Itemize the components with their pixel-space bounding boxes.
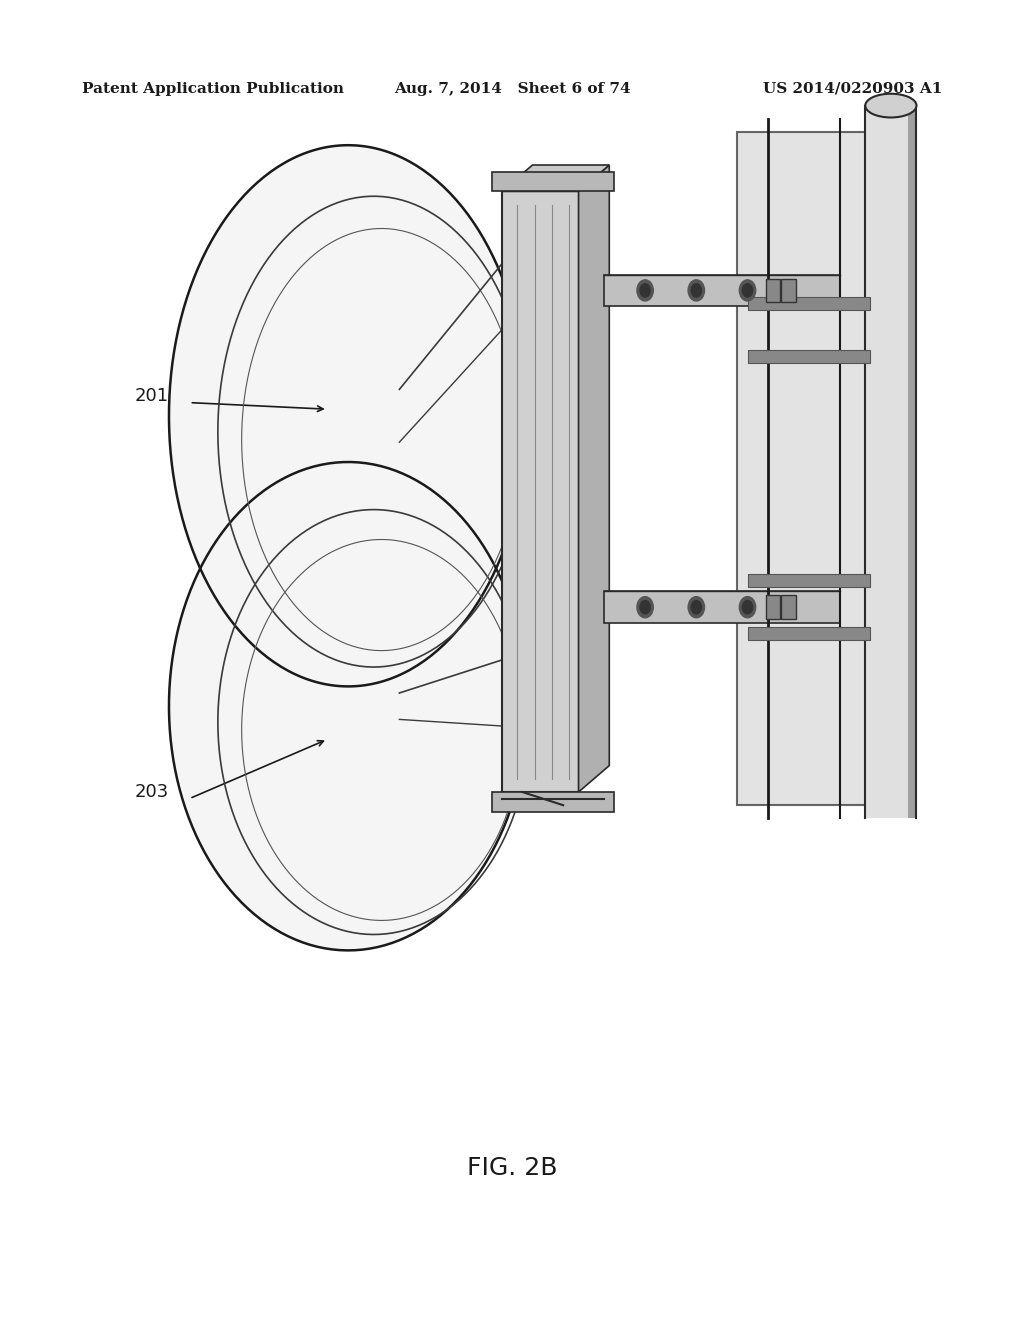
Polygon shape bbox=[169, 462, 527, 950]
Circle shape bbox=[691, 601, 701, 614]
Polygon shape bbox=[748, 297, 870, 310]
Polygon shape bbox=[502, 191, 579, 792]
Circle shape bbox=[640, 601, 650, 614]
Circle shape bbox=[637, 597, 653, 618]
Circle shape bbox=[742, 284, 753, 297]
Polygon shape bbox=[748, 574, 870, 587]
Polygon shape bbox=[579, 165, 609, 792]
Polygon shape bbox=[781, 279, 796, 302]
Polygon shape bbox=[748, 350, 870, 363]
Circle shape bbox=[688, 597, 705, 618]
Text: Patent Application Publication: Patent Application Publication bbox=[82, 82, 344, 96]
Circle shape bbox=[637, 280, 653, 301]
Circle shape bbox=[640, 284, 650, 297]
Text: FIG. 2B: FIG. 2B bbox=[467, 1156, 557, 1180]
Polygon shape bbox=[748, 627, 870, 640]
Text: 201: 201 bbox=[135, 387, 169, 405]
Circle shape bbox=[739, 280, 756, 301]
Ellipse shape bbox=[865, 94, 916, 117]
Polygon shape bbox=[908, 106, 916, 818]
Circle shape bbox=[742, 601, 753, 614]
Circle shape bbox=[739, 597, 756, 618]
Circle shape bbox=[688, 280, 705, 301]
Polygon shape bbox=[781, 595, 796, 619]
Polygon shape bbox=[604, 591, 840, 623]
Circle shape bbox=[691, 284, 701, 297]
Polygon shape bbox=[865, 106, 916, 818]
Polygon shape bbox=[604, 275, 840, 306]
Text: 203: 203 bbox=[135, 783, 169, 801]
Polygon shape bbox=[766, 279, 780, 302]
Polygon shape bbox=[169, 145, 527, 686]
Polygon shape bbox=[502, 165, 609, 191]
Text: US 2014/0220903 A1: US 2014/0220903 A1 bbox=[763, 82, 942, 96]
Polygon shape bbox=[492, 172, 614, 191]
Polygon shape bbox=[737, 132, 881, 805]
Polygon shape bbox=[766, 595, 780, 619]
Text: Aug. 7, 2014   Sheet 6 of 74: Aug. 7, 2014 Sheet 6 of 74 bbox=[393, 82, 631, 96]
Polygon shape bbox=[492, 792, 614, 812]
